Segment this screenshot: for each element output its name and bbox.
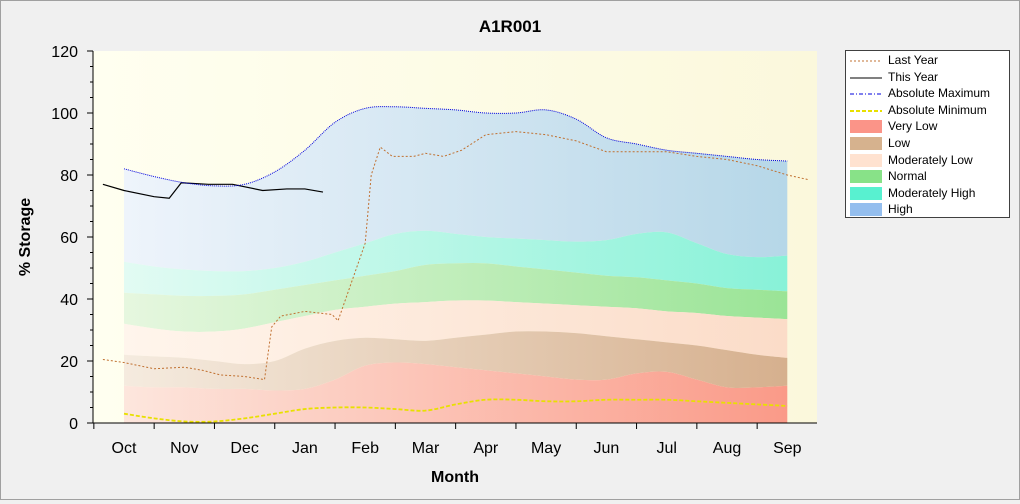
y-tick-label: 20: [60, 354, 78, 371]
x-tick-label-sep: Sep: [773, 440, 802, 457]
x-tick-label-nov: Nov: [170, 440, 198, 457]
legend-label: Normal: [888, 169, 927, 184]
band-very-low: [124, 362, 788, 423]
x-tick-label-oct: Oct: [112, 440, 137, 457]
legend-item-moderately-low: Moderately Low: [846, 153, 1009, 169]
legend-item-very-low: Very Low: [846, 119, 1009, 135]
legend-item-absolute-maximum: Absolute Maximum: [846, 86, 1009, 102]
series-absolute-maximum: [123, 106, 788, 187]
legend-swatch: [850, 77, 882, 79]
legend-swatch: [850, 153, 882, 167]
legend-swatch: [850, 60, 882, 62]
legend-swatch: [850, 137, 882, 150]
y-axis-ticks: 0 20 40 60 80 100 120: [51, 44, 93, 433]
x-tick-label-jul: Jul: [656, 440, 676, 457]
y-tick-label: 60: [60, 230, 78, 247]
chart-title: A1R001: [479, 17, 541, 36]
band-moderately-high: [124, 230, 788, 297]
x-tick-label-may: May: [531, 440, 561, 457]
x-axis-ticks: Oct Nov Dec Jan Feb Mar Apr May Jun Jul Aug Sep: [93, 423, 802, 457]
legend-item-absolute-minimum: Absolute Minimum: [846, 103, 1009, 119]
legend-swatch: [850, 170, 882, 184]
x-tick-label-jun: Jun: [594, 440, 620, 457]
y-tick-label: 0: [69, 416, 78, 433]
series-last-year: [102, 131, 809, 381]
y-tick-label: 100: [51, 106, 78, 123]
y-tick-label: 80: [60, 168, 78, 185]
legend-swatch: [850, 186, 882, 200]
legend-item-moderately-high: Moderately High: [846, 186, 1009, 202]
y-tick-label: 40: [60, 292, 78, 309]
legend-label: Low: [888, 136, 911, 150]
legend-label: Moderately High: [888, 185, 976, 200]
legend-label: Absolute Maximum: [888, 86, 991, 101]
x-tick-label-mar: Mar: [412, 440, 440, 457]
x-tick-label-apr: Apr: [473, 440, 499, 457]
legend-item-high: High: [846, 202, 1009, 218]
legend-item-this-year: This Year: [846, 70, 1009, 86]
band-high: [124, 106, 788, 272]
legend-label: Moderately Low: [888, 152, 973, 167]
legend-item-low: Low: [846, 136, 1009, 152]
legend-swatch: [850, 93, 882, 95]
legend-swatch: [850, 120, 882, 134]
legend-swatch: [850, 203, 882, 217]
legend-item-last-year: Last Year: [846, 53, 1009, 69]
legend-swatch: [850, 109, 882, 112]
y-axis-label: % Storage: [17, 198, 34, 276]
series-absolute-minimum: [123, 398, 788, 423]
legend-label: This Year: [888, 69, 939, 84]
legend-item-normal: Normal: [846, 169, 1009, 185]
legend-label: Absolute Minimum: [888, 102, 987, 117]
series-lines: [102, 106, 809, 423]
x-tick-label-aug: Aug: [713, 440, 741, 457]
legend-label: Last Year: [888, 53, 939, 67]
x-tick-label-feb: Feb: [351, 440, 379, 457]
percentile-bands: [124, 106, 788, 423]
x-tick-label-dec: Dec: [230, 440, 258, 457]
legend-label: High: [888, 202, 913, 217]
x-tick-label-jan: Jan: [292, 440, 318, 457]
legend-label: Very Low: [888, 119, 938, 134]
legend: Last Year This Year Absolute Maximum Absolu…: [845, 50, 1010, 218]
band-low: [124, 331, 788, 391]
band-moderately-low: [124, 300, 788, 365]
y-tick-label: 120: [51, 44, 78, 61]
x-axis-label: Month: [431, 469, 479, 486]
series-this-year: [102, 182, 324, 199]
